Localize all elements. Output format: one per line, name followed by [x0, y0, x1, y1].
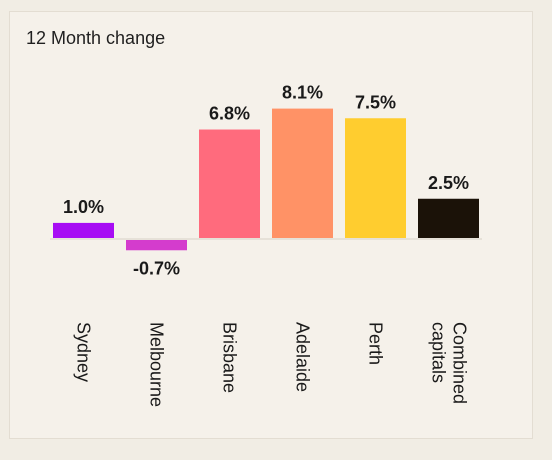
category-label: Melbourne: [147, 322, 167, 407]
bar-perth: [345, 118, 406, 239]
chart-title: 12 Month change: [26, 28, 166, 48]
value-label: 8.1%: [282, 83, 323, 103]
value-label: 6.8%: [209, 104, 250, 124]
bar-adelaide: [272, 108, 333, 239]
chart-card: 12 Month change 1.0% Sydney -0.7% Melbourne…: [9, 11, 533, 439]
category-label: Brisbane: [220, 322, 240, 393]
bar-brisbane: [199, 129, 260, 239]
category-label: Sydney: [74, 322, 94, 382]
bar-melbourne: [126, 239, 187, 251]
category-label: Perth: [366, 322, 386, 365]
value-label: 1.0%: [63, 197, 104, 217]
value-label: 2.5%: [428, 173, 469, 193]
bar-chart: 1.0% Sydney -0.7% Melbourne 6.8% Brisbane 8.1%…: [50, 83, 482, 407]
category-label: Combinedcapitals: [429, 322, 470, 404]
bar-sydney: [53, 222, 114, 239]
value-label: -0.7%: [133, 258, 180, 278]
category-label: Adelaide: [293, 322, 313, 392]
bar-combined-capitals: [418, 198, 479, 239]
value-label: 7.5%: [355, 92, 396, 112]
